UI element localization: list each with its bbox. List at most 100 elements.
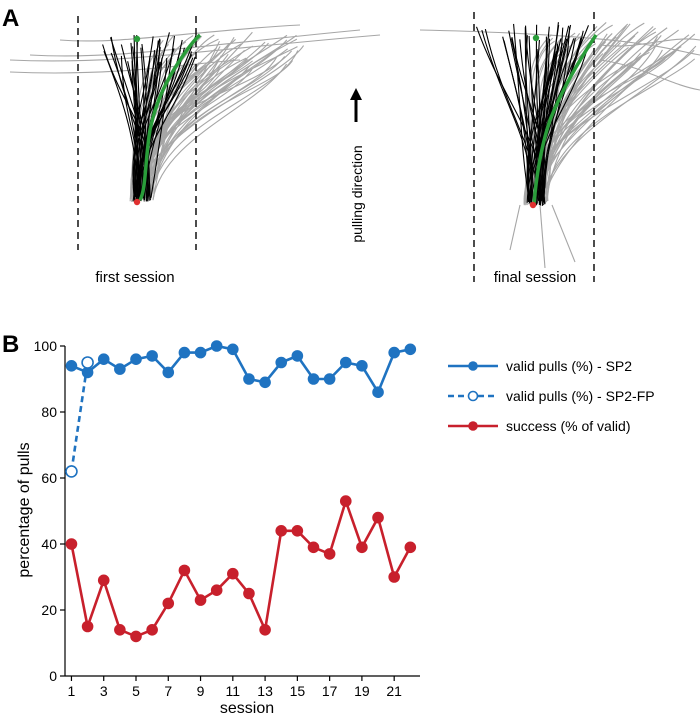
first-session-example-trajectory	[138, 33, 202, 201]
data-point	[372, 386, 384, 399]
data-point	[275, 356, 288, 369]
data-point	[146, 624, 158, 636]
legend-marker-2	[468, 421, 478, 431]
data-point	[404, 541, 417, 554]
y-tick-label: 80	[41, 404, 57, 420]
black-trajectory	[120, 55, 140, 199]
data-point	[65, 538, 78, 550]
final-session-example-trajectory	[532, 34, 598, 205]
data-point	[81, 620, 94, 633]
data-point	[65, 360, 78, 372]
gray-trajectory	[149, 45, 254, 199]
data-point	[243, 587, 255, 600]
data-point	[388, 571, 400, 583]
data-point	[259, 376, 271, 389]
data-point	[227, 343, 239, 356]
gray-trajectory	[59, 24, 301, 42]
data-point	[339, 495, 352, 507]
black-trajectory	[511, 37, 546, 203]
black-trajectory	[524, 27, 533, 202]
black-trajectory	[538, 25, 570, 202]
x-tick-label: 15	[290, 683, 306, 699]
gray-trajectory	[150, 50, 299, 200]
y-tick-label: 0	[49, 668, 57, 684]
data-point	[291, 525, 304, 537]
gray-trajectory	[537, 33, 696, 202]
data-point	[114, 363, 126, 375]
data-point	[307, 541, 320, 554]
data-point	[372, 511, 384, 524]
black-trajectory	[481, 30, 533, 205]
data-point	[178, 564, 191, 577]
x-tick-label: 9	[197, 683, 205, 699]
y-tick-label: 40	[41, 536, 57, 552]
final-session-label: final session	[494, 269, 577, 286]
series-line-1	[70, 362, 89, 472]
x-tick-label: 13	[257, 683, 273, 699]
first-session-boundaries	[77, 16, 197, 250]
data-point	[388, 346, 400, 359]
x-tick-label: 3	[100, 683, 108, 699]
data-point	[356, 541, 368, 554]
x-tick-label: 19	[354, 683, 370, 699]
data-point	[81, 366, 94, 379]
data-point	[210, 584, 223, 596]
black-trajectory	[525, 35, 530, 201]
data-point	[194, 594, 207, 606]
black-trajectory	[513, 23, 531, 204]
data-point	[259, 624, 271, 636]
x-axis-label: session	[220, 700, 274, 717]
chart-legend: valid pulls (%) - SP2 valid pulls (%) - S…	[448, 358, 655, 434]
y-axis-label: percentage of pulls	[16, 442, 33, 577]
gray-trajectory	[539, 204, 546, 269]
gray-trajectory	[9, 34, 381, 62]
black-trajectory	[127, 61, 143, 197]
final-session-trajectories	[419, 22, 700, 269]
legend-label-0: valid pulls (%) - SP2	[506, 358, 632, 374]
data-point	[81, 356, 94, 369]
y-tick-label: 20	[41, 602, 57, 618]
data-point	[356, 360, 368, 372]
gray-trajectory	[29, 29, 361, 57]
gray-trajectory	[419, 29, 700, 56]
data-point	[323, 548, 336, 560]
data-point	[227, 567, 239, 580]
series-line-2	[70, 496, 412, 638]
data-point	[162, 366, 175, 379]
data-point	[243, 373, 255, 385]
final-session-boundaries	[473, 12, 595, 282]
x-tick-label: 11	[226, 683, 241, 699]
data-point	[114, 624, 126, 636]
x-tick-label: 7	[164, 683, 172, 699]
data-point	[130, 353, 142, 366]
data-point	[339, 356, 352, 369]
data-point	[210, 340, 223, 352]
gray-trajectory	[541, 34, 690, 205]
first-session-label: first session	[95, 269, 174, 286]
gray-trajectory	[149, 55, 278, 195]
legend-marker-1	[467, 390, 479, 402]
legend-label-2: success (% of valid)	[506, 418, 630, 434]
pulling-direction-label: pulling direction	[349, 145, 365, 242]
data-point	[162, 597, 175, 610]
y-tick-label: 60	[41, 470, 57, 486]
black-trajectory	[150, 35, 176, 199]
black-trajectory	[139, 32, 170, 198]
black-trajectory	[132, 50, 156, 201]
x-tick-label: 1	[68, 683, 76, 699]
panel-a-label: A	[2, 5, 19, 32]
pulling-direction-arrow-icon	[350, 88, 362, 122]
data-point	[65, 465, 78, 478]
first-session-end-dot	[133, 35, 141, 43]
data-point	[307, 373, 320, 385]
y-tick-label: 100	[34, 338, 58, 354]
gray-trajectory	[149, 62, 211, 197]
black-trajectory	[133, 61, 161, 202]
gray-trajectory	[134, 31, 253, 198]
gray-trajectory	[599, 59, 700, 91]
data-point	[146, 350, 158, 362]
final-session-end-dot	[532, 34, 540, 42]
data-point	[194, 346, 207, 359]
